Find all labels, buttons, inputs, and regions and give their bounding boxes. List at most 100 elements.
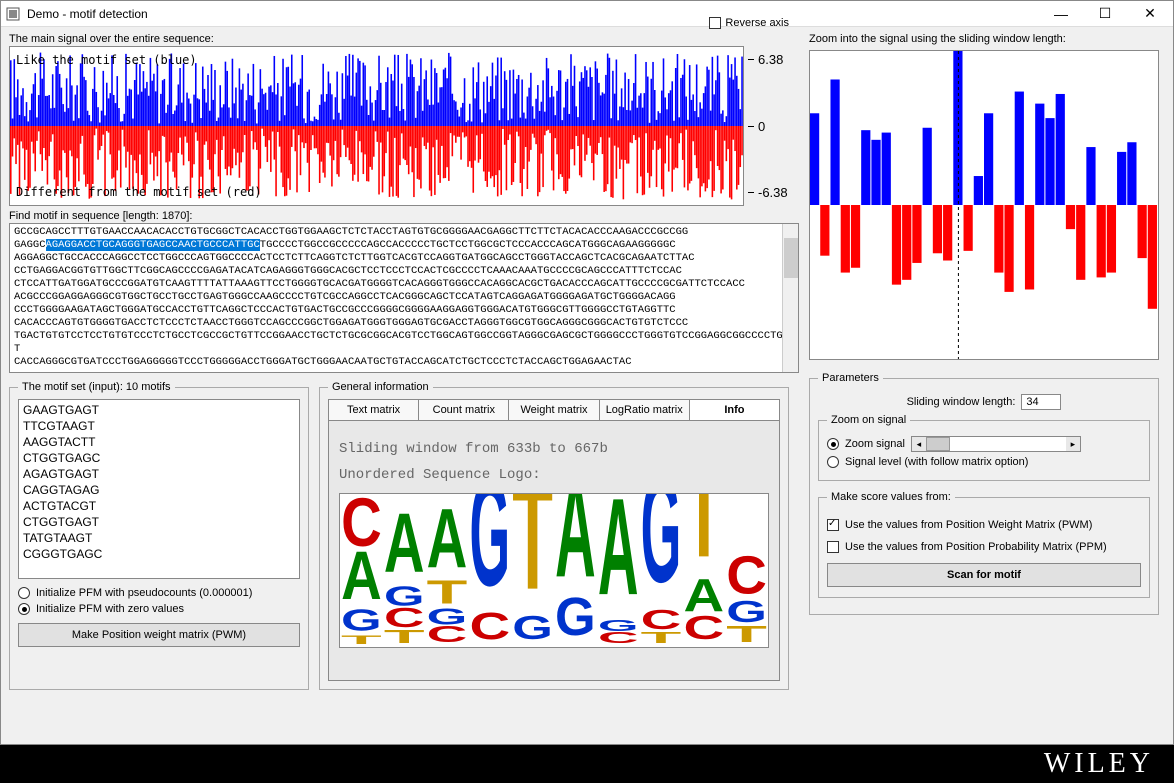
svg-text:T: T — [512, 494, 553, 621]
title-bar: Demo - motif detection — ☐ ✕ — [1, 1, 1173, 27]
app-icon — [5, 6, 21, 22]
left-column: The main signal over the entire sequence… — [9, 33, 799, 738]
sequence-selection[interactable]: AGAGGACCTGCAGGGTGAGCCAACTGCCCATTGC — [46, 239, 260, 251]
sequence-scrollbar[interactable] — [782, 224, 798, 372]
sequence-textbox[interactable]: GCCGCAGCCTTTGTGAACCAACACACCTGTGCGGCTCACA… — [9, 223, 799, 373]
sequence-text[interactable]: GCCGCAGCCTTTGTGAACCAACACACCTGTGCGGCTCACA… — [10, 224, 798, 371]
slider-right-button[interactable]: ▸ — [1066, 437, 1080, 451]
init-zero-option[interactable]: Initialize PFM with zero values — [18, 603, 300, 615]
minimize-button[interactable]: — — [1039, 1, 1083, 26]
sliding-length-label: Sliding window length: — [907, 396, 1016, 408]
main-signal-label: The main signal over the entire sequence… — [9, 33, 799, 45]
content-area: The main signal over the entire sequence… — [1, 27, 1173, 744]
parameters-group: Parameters Sliding window length: Zoom o… — [809, 372, 1159, 615]
ppm-checkbox[interactable] — [827, 541, 839, 553]
score-values-group: Make score values from: Use the values f… — [818, 491, 1150, 598]
zoom-on-signal-group: Zoom on signal Zoom signal ◂ ▸ — [818, 414, 1150, 481]
motif-item[interactable]: CGGGTGAGC — [23, 546, 295, 562]
signal-level-option[interactable]: Signal level (with follow matrix option) — [827, 456, 1141, 468]
make-pwm-button[interactable]: Make Position weight matrix (PWM) — [18, 623, 300, 647]
app-window: Demo - motif detection — ☐ ✕ The main si… — [0, 0, 1174, 745]
pwm-checkbox[interactable] — [827, 519, 839, 531]
svg-text:C: C — [341, 494, 382, 561]
reverse-axis-label: Reverse axis — [725, 17, 789, 29]
svg-text:A: A — [555, 494, 596, 606]
motif-item[interactable]: AGAGTGAGT — [23, 466, 295, 482]
score-values-legend: Make score values from: — [827, 491, 955, 503]
init-zero-label: Initialize PFM with zero values — [36, 603, 184, 615]
motif-set-legend: The motif set (input): 10 motifs — [18, 381, 175, 393]
info-tabs: Text matrixCount matrixWeight matrixLogR… — [328, 399, 780, 421]
svg-text:A: A — [598, 494, 639, 623]
general-info-group: General information Text matrixCount mat… — [319, 381, 789, 690]
svg-text:A: A — [427, 494, 468, 586]
init-pseudo-option[interactable]: Initialize PFM with pseudocounts (0.0000… — [18, 587, 300, 599]
close-button[interactable]: ✕ — [1127, 1, 1173, 26]
init-pseudo-label: Initialize PFM with pseudocounts (0.0000… — [36, 587, 252, 599]
main-signal-chart[interactable]: Like the motif set (blue) Different from… — [9, 46, 744, 206]
reverse-axis-checkbox[interactable] — [709, 17, 721, 29]
tab-count-matrix[interactable]: Count matrix — [419, 400, 509, 420]
footer-bar: WILEY — [0, 745, 1174, 783]
window-title: Demo - motif detection — [27, 7, 1039, 21]
motif-item[interactable]: ACTGTACGT — [23, 498, 295, 514]
svg-text:A: A — [384, 496, 425, 590]
motif-item[interactable]: TATGTAAGT — [23, 530, 295, 546]
init-zero-radio[interactable] — [18, 603, 30, 615]
right-column: Zoom into the signal using the sliding w… — [809, 33, 1159, 738]
sliding-length-input[interactable] — [1021, 394, 1061, 410]
motif-item[interactable]: CTGGTGAGT — [23, 514, 295, 530]
tab-weight-matrix[interactable]: Weight matrix — [509, 400, 599, 420]
sequence-logo: TGACTCGACGTACGGTGACGATCGCATTGC — [339, 493, 769, 648]
zoom-signal-chart[interactable] — [809, 50, 1159, 360]
sequence-label: Find motif in sequence [length: 1870]: — [9, 210, 799, 222]
parameters-legend: Parameters — [818, 372, 883, 384]
slider-thumb[interactable] — [926, 437, 950, 451]
zoom-signal-option[interactable]: Zoom signal ◂ ▸ — [827, 436, 1141, 452]
svg-text:T: T — [683, 494, 724, 586]
y-min: -6.38 — [758, 185, 788, 200]
motif-item[interactable]: CTGGTGAGC — [23, 450, 295, 466]
motif-item[interactable]: GAAGTGAGT — [23, 402, 295, 418]
reverse-axis-option[interactable]: Reverse axis — [709, 17, 789, 29]
maximize-button[interactable]: ☐ — [1083, 1, 1127, 26]
tab-info[interactable]: Info — [690, 400, 779, 420]
zoom-signal-label: Zoom into the signal using the sliding w… — [809, 33, 1159, 45]
zoom-slider[interactable]: ◂ ▸ — [911, 436, 1081, 452]
motif-item[interactable]: AAGGTACTT — [23, 434, 295, 450]
slider-track[interactable] — [926, 437, 1066, 451]
pwm-label: Use the values from Position Weight Matr… — [845, 519, 1092, 531]
wiley-logo: WILEY — [1044, 748, 1154, 780]
pwm-option[interactable]: Use the values from Position Weight Matr… — [827, 519, 1141, 531]
tab-logratio-matrix[interactable]: LogRatio matrix — [600, 400, 690, 420]
signal-level-radio[interactable] — [827, 456, 839, 468]
ppm-label: Use the values from Position Probability… — [845, 541, 1107, 553]
zoom-signal-radio-label: Zoom signal — [845, 438, 905, 450]
slider-left-button[interactable]: ◂ — [912, 437, 926, 451]
legend-diff-motif: Different from the motif set (red) — [16, 185, 262, 199]
sequence-scroll-thumb[interactable] — [784, 238, 798, 278]
zoom-on-signal-legend: Zoom on signal — [827, 414, 910, 426]
signal-level-label: Signal level (with follow matrix option) — [845, 456, 1028, 468]
y-max: 6.38 — [758, 52, 783, 67]
scan-motif-button[interactable]: Scan for motif — [827, 563, 1141, 587]
y-mid: 0 — [758, 119, 765, 134]
motif-item[interactable]: CAGGTAGAG — [23, 482, 295, 498]
motif-set-group: The motif set (input): 10 motifs GAAGTGA… — [9, 381, 309, 690]
sliding-window-text: Sliding window from 633b to 667b — [339, 441, 769, 457]
tab-text-matrix[interactable]: Text matrix — [329, 400, 419, 420]
legend-like-motif: Like the motif set (blue) — [16, 53, 197, 67]
svg-text:C: C — [726, 546, 767, 606]
motif-item[interactable]: TTCGTAAGT — [23, 418, 295, 434]
svg-text:G: G — [641, 494, 682, 614]
zoom-signal-radio[interactable] — [827, 438, 839, 450]
info-panel: Sliding window from 633b to 667b Unorder… — [328, 421, 780, 681]
init-pseudo-radio[interactable] — [18, 587, 30, 599]
logo-label: Unordered Sequence Logo: — [339, 467, 769, 483]
general-info-legend: General information — [328, 381, 433, 393]
svg-text:G: G — [469, 494, 510, 618]
window-buttons: — ☐ ✕ — [1039, 1, 1173, 26]
y-axis-scale: 6.38 0 -6.38 — [744, 46, 799, 206]
motif-list[interactable]: GAAGTGAGTTTCGTAAGTAAGGTACTTCTGGTGAGCAGAG… — [18, 399, 300, 579]
ppm-option[interactable]: Use the values from Position Probability… — [827, 541, 1141, 553]
